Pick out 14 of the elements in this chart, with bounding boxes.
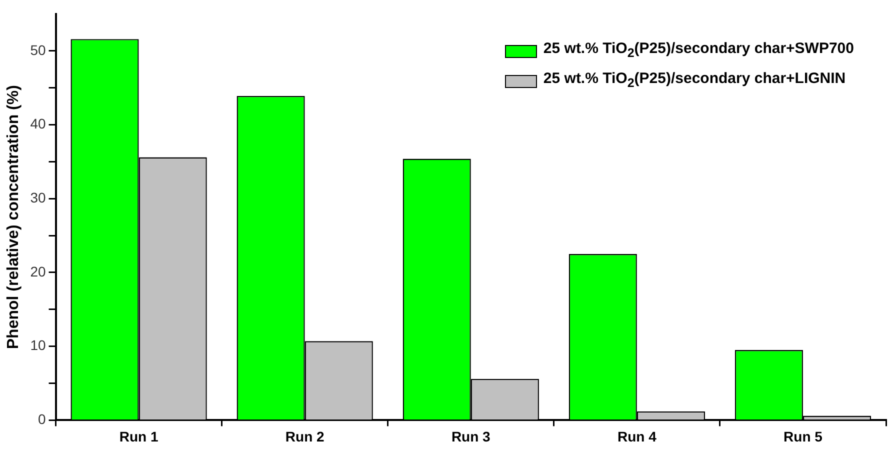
y-tick-label: 10 [30, 337, 46, 354]
y-tick-label: 20 [30, 263, 46, 280]
x-tick-label: Run 4 [617, 428, 657, 444]
y-axis-title: Phenol (relative) concentration (%) [5, 85, 22, 350]
x-tick-label: Run 3 [451, 428, 491, 444]
y-tick-label: 30 [30, 189, 46, 206]
legend-label: 25 wt.% TiO$_{2}$(P25)/secondary char+SWP700 [543, 39, 854, 62]
y-tick-label: 0 [38, 411, 46, 428]
legend-label: 25 wt.% TiO$_{2}$(P25)/secondary char+LIGNIN [543, 69, 846, 92]
y-tick-label: 50 [30, 42, 46, 58]
x-tick-label: Run 5 [784, 428, 823, 444]
x-tick-label: Run 1 [119, 428, 158, 444]
x-tick-label: Run 2 [285, 428, 324, 444]
y-tick-label: 40 [30, 116, 46, 132]
